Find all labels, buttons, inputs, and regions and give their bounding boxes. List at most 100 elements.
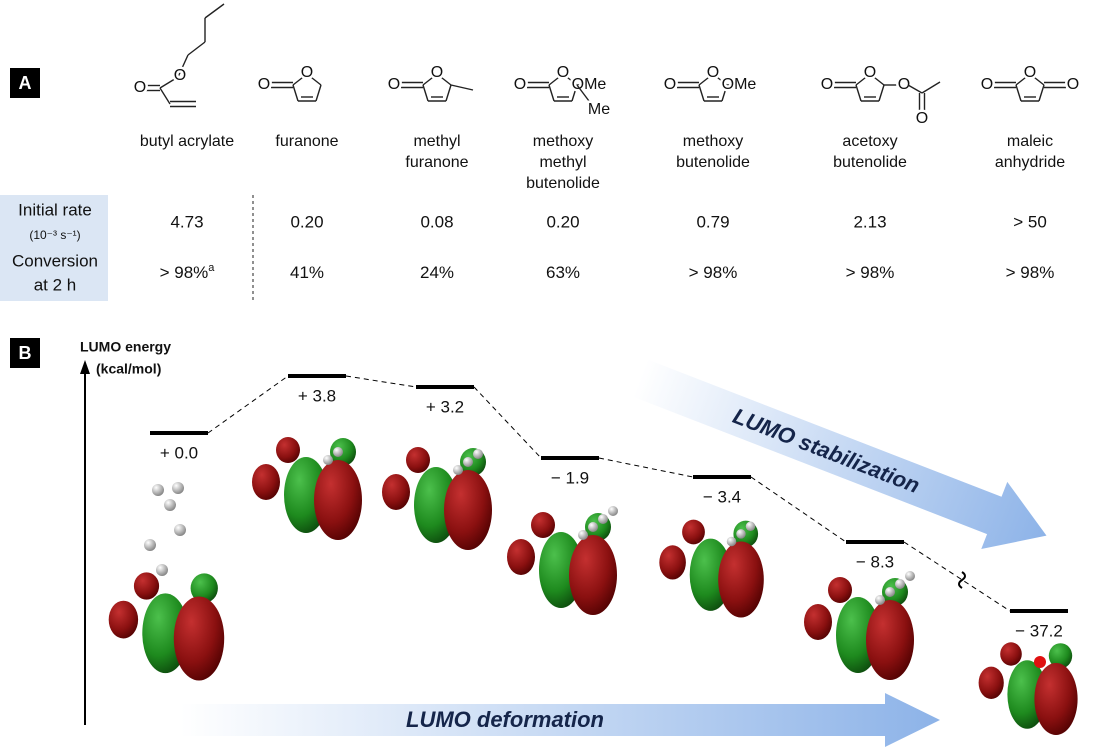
bond	[204, 3, 225, 19]
arrow-shape	[632, 359, 1047, 549]
lobe	[108, 600, 139, 639]
energy-label: − 8.3	[856, 552, 894, 571]
conversion: > 98%	[846, 263, 895, 282]
atom-ball	[172, 482, 184, 494]
initial-rate: 4.73	[170, 212, 203, 231]
energy-label: + 3.2	[426, 397, 464, 416]
compound-name: methyl	[539, 154, 586, 171]
atom-ball	[905, 571, 915, 581]
atom-label: OMe	[722, 76, 757, 93]
atom-ball	[156, 564, 168, 576]
connector	[207, 375, 289, 434]
bond	[1038, 84, 1045, 102]
atom-label: O	[664, 76, 676, 93]
orbital	[659, 519, 764, 618]
axis-break	[958, 571, 966, 589]
lobe	[1000, 642, 1022, 666]
footnote-mark: a	[208, 262, 215, 274]
energy-label: − 3.4	[703, 487, 741, 506]
atom-ball	[745, 521, 756, 532]
bond	[712, 73, 728, 86]
conversion-value: > 98%	[689, 263, 738, 282]
lobe	[659, 545, 686, 580]
lobe	[569, 535, 617, 615]
connector	[750, 476, 847, 543]
atom-ball	[578, 530, 588, 540]
lobe	[190, 573, 218, 603]
connector	[473, 386, 542, 459]
atom-ball	[1034, 656, 1046, 668]
bond	[576, 84, 590, 102]
compound-name: methoxy	[683, 133, 743, 150]
lobe	[828, 577, 852, 603]
compound-name: methyl	[413, 133, 460, 150]
lobe	[978, 666, 1004, 699]
atom-label: O	[557, 64, 569, 81]
atom-ball	[726, 536, 737, 547]
bond	[869, 73, 885, 86]
atom-label: O	[898, 76, 910, 93]
lobe	[406, 447, 430, 473]
row-header-bg	[0, 195, 108, 301]
compound-name: maleic	[1007, 133, 1053, 150]
atom-ball	[598, 514, 608, 524]
conversion: > 98%	[1006, 263, 1055, 282]
atom-ball	[736, 529, 746, 539]
atom-ball	[895, 579, 905, 589]
lobe	[133, 572, 160, 600]
bond	[548, 73, 564, 86]
atom-label: O	[258, 76, 270, 93]
connector	[345, 375, 417, 388]
lobe	[252, 464, 280, 500]
atom-label: O	[981, 76, 993, 93]
row-header: Initial rate	[18, 200, 92, 219]
atom-label: O	[1067, 76, 1079, 93]
orbital	[804, 571, 915, 680]
bond	[721, 84, 728, 102]
conversion: > 98%a	[160, 262, 216, 283]
compound-name: furanone	[405, 154, 468, 171]
initial-rate: 0.20	[290, 212, 323, 231]
energy-label: − 1.9	[551, 468, 589, 487]
lobe	[531, 512, 555, 538]
initial-rate: 2.13	[853, 212, 886, 231]
energy-label: + 3.8	[298, 386, 336, 405]
lobe	[1034, 663, 1078, 735]
atom-ball	[463, 457, 473, 467]
lobe	[444, 470, 492, 550]
row-header-unit: (10⁻³ s⁻¹)	[29, 228, 80, 242]
atom-label: O	[1024, 64, 1036, 81]
conversion: > 98%	[689, 263, 738, 282]
bond	[436, 73, 452, 86]
bond	[445, 84, 452, 102]
bond	[1015, 84, 1022, 102]
compound-name: furanone	[275, 133, 338, 150]
atom-ball	[164, 499, 176, 511]
atom-label: O	[174, 67, 186, 84]
compound-name: butenolide	[833, 154, 907, 171]
lobe	[507, 539, 535, 575]
row-header: Conversion	[12, 251, 98, 270]
orbital	[978, 642, 1078, 735]
structure: OO	[131, 3, 225, 108]
bond	[855, 84, 862, 102]
atom-ball	[473, 449, 483, 459]
atom-ball	[144, 539, 156, 551]
conversion-value: 41%	[290, 263, 324, 282]
row-header: at 2 h	[34, 275, 77, 294]
bond	[306, 73, 322, 86]
atom-ball	[152, 484, 164, 496]
atom-label: O	[864, 64, 876, 81]
compound-name: methoxy	[533, 133, 593, 150]
arrow-label: LUMO stabilization	[730, 403, 924, 498]
panel-label-box	[10, 68, 40, 98]
atom-label: O	[431, 64, 443, 81]
conversion: 63%	[546, 263, 580, 282]
bond	[187, 41, 206, 56]
atom-label: O	[514, 76, 526, 93]
orbital	[382, 447, 492, 550]
conversion-value: > 98%	[846, 263, 895, 282]
